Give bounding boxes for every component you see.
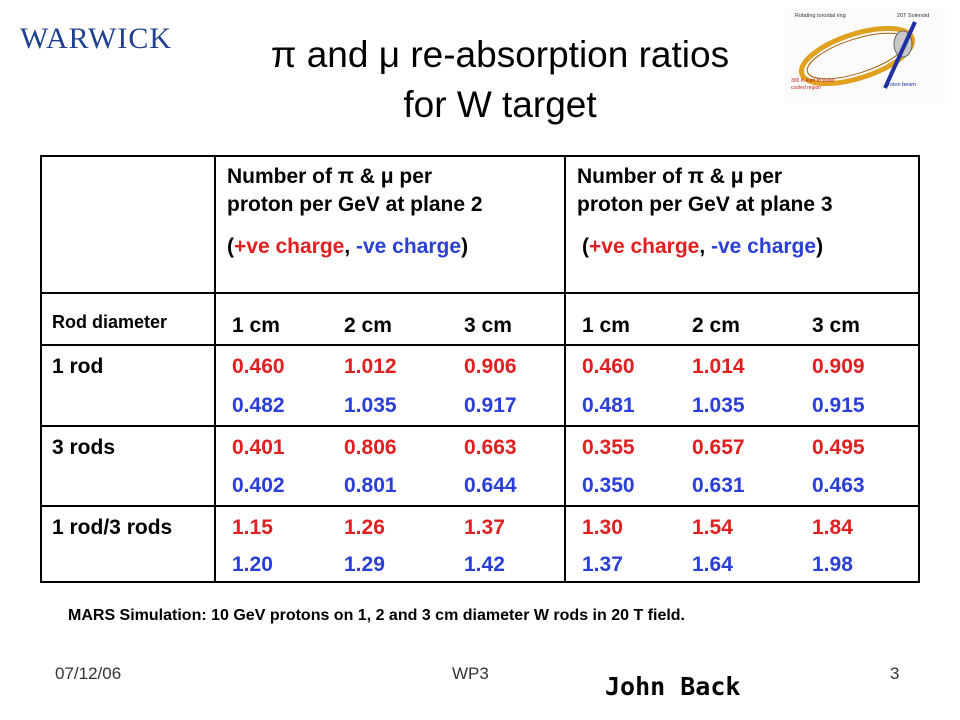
value-cell: 1.20 [232,553,273,576]
charge-separator: , [344,235,356,258]
value-cell: 0.402 [232,474,285,497]
value-cell: 1.014 [692,355,745,378]
value-cell: 1.30 [582,516,623,539]
charge-close-paren: ) [461,235,469,258]
positive-charge-label: +ve charge [234,235,345,258]
value-cell: 1.035 [344,394,397,417]
value-cell: 1.84 [812,516,853,539]
value-cell: 0.806 [344,436,397,459]
value-cell: 0.495 [812,436,865,459]
charge-separator: , [699,235,711,258]
value-cell: 1.37 [464,516,505,539]
value-cell: 0.631 [692,474,745,497]
column-divider-label [214,157,216,581]
negative-charge-label: -ve charge [711,235,817,258]
plane3-col-1cm: 1 cm [582,314,630,337]
plane2-header-line-1: Number of π & μ per [227,165,433,188]
value-cell: 0.644 [464,474,517,497]
value-cell: 1.54 [692,516,733,539]
value-cell: 0.909 [812,355,865,378]
value-cell: 1.035 [692,394,745,417]
charge-open-paren: ( [582,235,589,258]
value-cell: 1.64 [692,553,733,576]
plane2-header: Number of π & μ per proton per GeV at pl… [227,163,483,219]
value-cell: 0.801 [344,474,397,497]
value-cell: 0.355 [582,436,635,459]
value-cell: 0.663 [464,436,517,459]
plane2-col-3cm: 3 cm [464,314,512,337]
diagram-label-ring: Rotating toroidal ring [795,13,846,19]
value-cell: 1.012 [344,355,397,378]
plane3-charge-legend: (+ve charge, -ve charge) [582,235,823,259]
footer-date: 07/12/06 [55,664,122,683]
plane2-col-2cm: 2 cm [344,314,392,337]
diagram-label-solenoid: 20T Solenoid [897,13,929,19]
simulation-footnote: MARS Simulation: 10 GeV protons on 1, 2 … [68,607,685,624]
value-cell: 0.460 [582,355,635,378]
value-cell: 0.481 [582,394,635,417]
value-cell: 1.15 [232,516,273,539]
value-cell: 1.42 [464,553,505,576]
row-divider-1rod [42,425,918,427]
positive-charge-label: +ve charge [589,235,700,258]
value-cell: 0.657 [692,436,745,459]
row-label-3rods: 3 rods [52,436,116,459]
diagram-label-inert-1: 300 K Inert to water [791,78,835,84]
value-cell: 0.401 [232,436,285,459]
page-number: 3 [890,664,900,683]
value-cell: 0.915 [812,394,865,417]
plane3-header: Number of π & μ per proton per GeV at pl… [577,163,833,219]
row-label-1rod: 1 rod [52,355,104,378]
value-cell: 0.460 [232,355,285,378]
value-cell: 0.482 [232,394,285,417]
value-cell: 1.98 [812,553,853,576]
row-divider-columns [42,344,918,346]
column-divider-plane [564,157,566,581]
footer-workpackage: WP3 [452,664,489,683]
value-cell: 0.917 [464,394,517,417]
plane2-header-line-2: proton per GeV at plane 2 [227,193,483,216]
results-table: Number of π & μ per proton per GeV at pl… [40,155,920,583]
value-cell: 0.463 [812,474,865,497]
charge-close-paren: ) [816,235,824,258]
value-cell: 1.37 [582,553,623,576]
value-cell: 0.906 [464,355,517,378]
row-divider-header [42,292,918,294]
rotating-ring-shape [798,25,916,87]
slide-title: π and μ re-absorption ratios for W targe… [170,30,830,130]
title-line-2: for W target [403,84,597,125]
plane2-col-1cm: 1 cm [232,314,280,337]
target-ring-diagram: Rotating toroidal ring 20T Solenoid 300 … [785,8,945,103]
diagram-label-beam: proton beam [885,82,916,88]
value-cell: 1.26 [344,516,385,539]
author-name: John Back [605,672,741,701]
value-cell: 1.29 [344,553,385,576]
row-label-ratio: 1 rod/3 rods [52,516,173,539]
warwick-logo: WARWICK [20,22,172,55]
rod-diameter-label: Rod diameter [52,312,168,332]
plane3-header-line-1: Number of π & μ per [577,165,783,188]
plane3-header-line-2: proton per GeV at plane 3 [577,193,833,216]
row-divider-3rods [42,505,918,507]
charge-open-paren: ( [227,235,234,258]
title-line-1: π and μ re-absorption ratios [270,34,730,75]
plane2-charge-legend: (+ve charge, -ve charge) [227,235,468,259]
value-cell: 0.350 [582,474,635,497]
proton-beam-line [883,21,917,89]
diagram-label-inert-2: cooled region [791,85,821,91]
plane3-col-3cm: 3 cm [812,314,860,337]
plane3-col-2cm: 2 cm [692,314,740,337]
negative-charge-label: -ve charge [356,235,462,258]
